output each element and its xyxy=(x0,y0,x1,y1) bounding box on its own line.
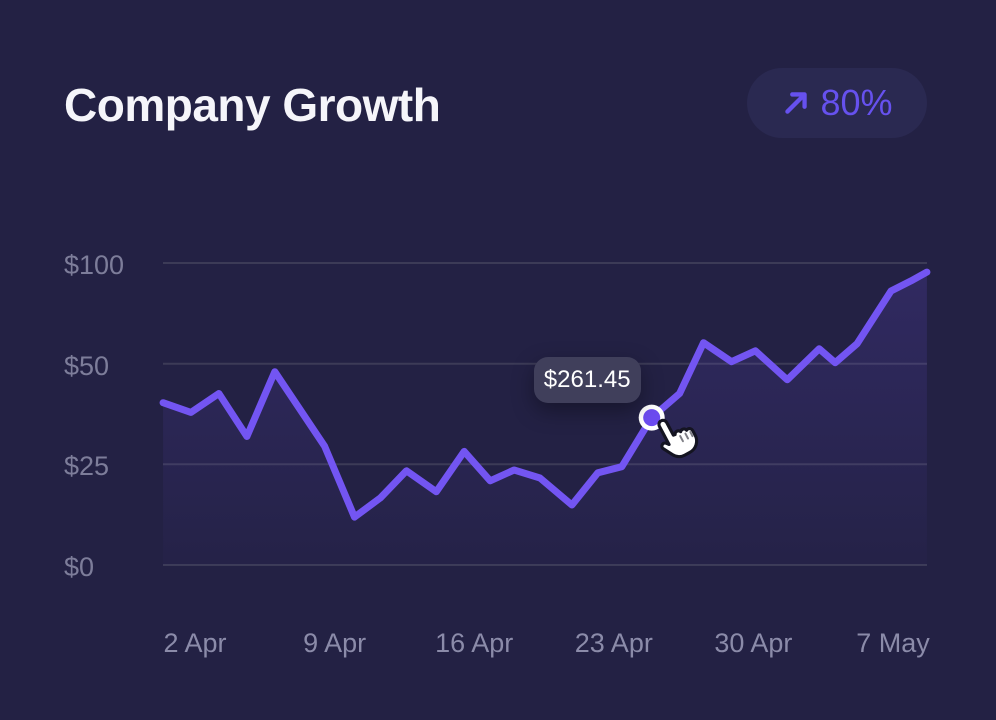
growth-badge: 80% xyxy=(747,68,927,138)
y-axis-tick: $50 xyxy=(64,350,110,381)
arrow-up-right-icon xyxy=(785,92,808,114)
header: Company Growth 80% xyxy=(64,60,932,155)
tooltip-value: $261.45 xyxy=(543,365,631,393)
y-axis-tick: $100 xyxy=(64,249,125,280)
x-axis-tick: 9 Apr xyxy=(303,628,367,658)
cursor-pointer-icon xyxy=(657,418,698,458)
growth-line xyxy=(159,268,931,521)
growth-badge-label: 80% xyxy=(820,82,893,123)
x-axis-tick: 23 Apr xyxy=(574,628,653,658)
tooltip: $261.45 xyxy=(533,356,641,403)
x-axis-tick: 16 Apr xyxy=(435,628,514,658)
x-axis-tick: 30 Apr xyxy=(714,628,793,658)
area-fill xyxy=(163,272,927,565)
x-axis-tick: 2 Apr xyxy=(163,628,227,658)
x-axis-tick: 7 May xyxy=(856,628,930,658)
y-axis-tick: $0 xyxy=(64,552,95,582)
page-title: Company Growth xyxy=(64,79,441,131)
data-point-marker-dot[interactable] xyxy=(643,409,661,427)
y-axis-tick: $25 xyxy=(64,451,110,482)
